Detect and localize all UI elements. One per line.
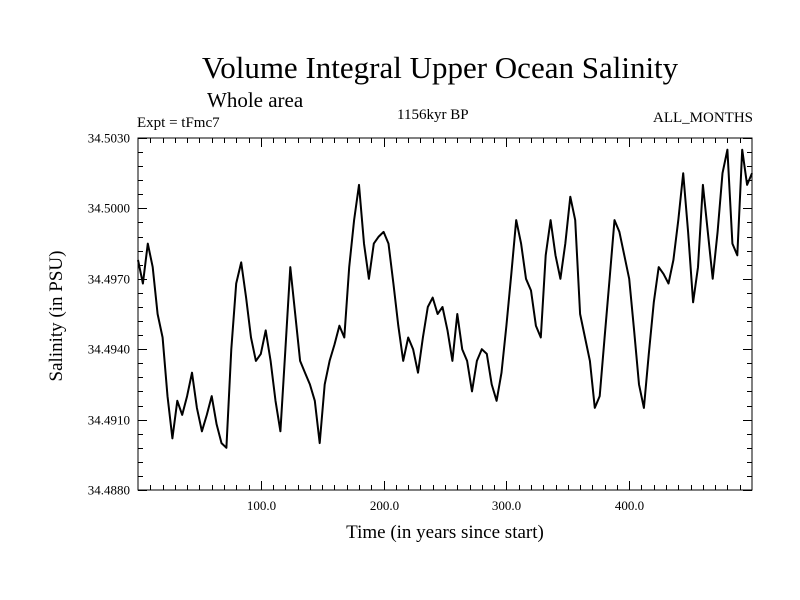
- chart-subtitle: Whole area: [207, 88, 304, 112]
- axis-ticks: 34.4880 34.4910 34.4940 34.4970 34.5000 34.50…: [88, 131, 752, 513]
- x-tick-label: 300.0: [492, 498, 521, 513]
- months-label: ALL_MONTHS: [653, 110, 753, 126]
- x-axis-title: Time (in years since start): [346, 522, 544, 543]
- y-tick-label: 34.5030: [88, 131, 130, 146]
- y-axis-title: Salinity (in PSU): [46, 251, 67, 382]
- x-tick-label: 400.0: [615, 498, 644, 513]
- y-tick-label: 34.4970: [88, 272, 130, 287]
- plot-frame: [137, 137, 753, 491]
- chart-title: Volume Integral Upper Ocean Salinity: [201, 50, 679, 85]
- x-tick-label: 200.0: [370, 498, 399, 513]
- y-tick-label: 34.4940: [88, 342, 130, 357]
- y-tick-label: 34.4880: [88, 483, 130, 498]
- experiment-label: Expt = tFmc7: [137, 115, 220, 131]
- y-tick-label: 34.4910: [88, 413, 130, 428]
- series-group: [137, 148, 753, 449]
- y-tick-label: 34.5000: [88, 201, 130, 216]
- salinity-series-line: [137, 148, 753, 449]
- period-label: 1156kyr BP: [397, 107, 469, 123]
- x-tick-label: 100.0: [247, 498, 276, 513]
